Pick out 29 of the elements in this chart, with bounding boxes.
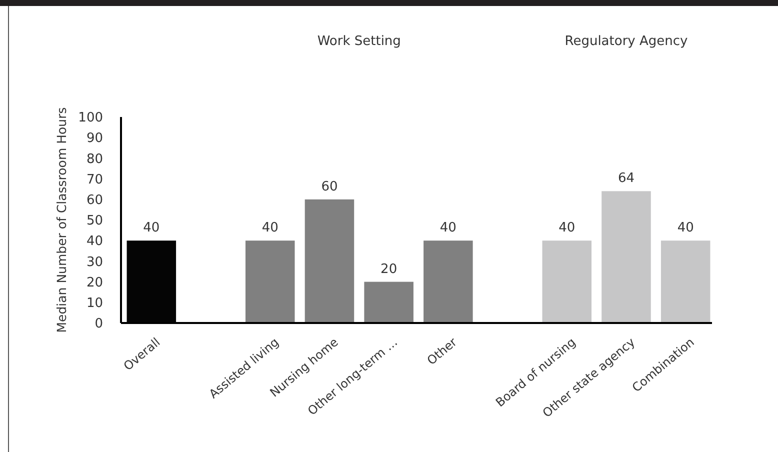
- text: Regulatory Agency: [564, 34, 688, 49]
- bar: [304, 199, 354, 323]
- bar: [364, 282, 414, 323]
- y-tick-label: 80: [86, 152, 103, 167]
- text: Work Setting: [317, 34, 401, 49]
- y-tick-label: 20: [86, 275, 103, 290]
- y-tick-label: 0: [94, 316, 103, 332]
- y-tick-label: 30: [86, 254, 103, 270]
- y-tick-label: 100: [78, 110, 103, 126]
- y-tick-label: 50: [86, 214, 103, 229]
- bar: [424, 240, 473, 323]
- y-tick-label: 40: [86, 234, 103, 250]
- data-label: 60: [321, 179, 338, 194]
- data-label: 40: [143, 220, 160, 236]
- y-tick-label: 10: [86, 296, 103, 311]
- bar: [245, 240, 295, 323]
- data-label: 40: [440, 220, 456, 236]
- data-label: 40: [558, 220, 576, 236]
- bar: [660, 240, 710, 323]
- y-tick-label: 60: [86, 192, 103, 208]
- y-tick-label: 70: [86, 172, 103, 188]
- bar: [602, 191, 651, 323]
- y-tick-label: 90: [86, 131, 103, 146]
- bar: [542, 240, 592, 323]
- y-axis-title: Median Number of Classroom Hours: [54, 107, 69, 333]
- data-label: 40: [262, 220, 278, 236]
- data-label: 20: [380, 262, 398, 277]
- data-label: 64: [618, 171, 635, 186]
- data-label: 40: [677, 220, 694, 236]
